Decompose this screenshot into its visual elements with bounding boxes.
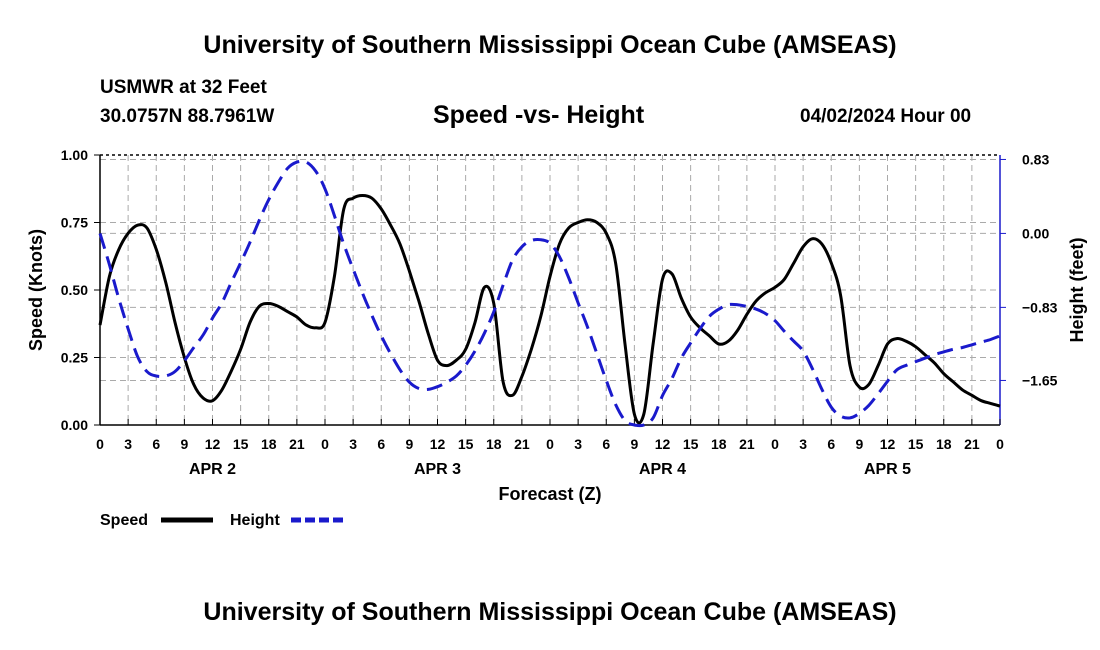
x-tick-label: 12 (430, 436, 446, 452)
page-title: University of Southern Mississippi Ocean… (203, 31, 897, 59)
x-tick-label: 12 (655, 436, 671, 452)
x-tick-label: 3 (574, 436, 582, 452)
x-tick-label: 0 (96, 436, 104, 452)
x-tick-label: 21 (964, 436, 980, 452)
right-y-tick-label: 0.83 (1022, 151, 1049, 167)
chart-title: Speed -vs- Height (433, 101, 645, 129)
x-tick-label: 9 (855, 436, 863, 452)
day-label: APR 5 (864, 461, 911, 478)
x-tick-label: 18 (486, 436, 502, 452)
x-tick-label: 9 (405, 436, 413, 452)
x-tick-label: 3 (124, 436, 132, 452)
x-tick-label: 18 (711, 436, 727, 452)
x-tick-label: 21 (289, 436, 305, 452)
x-tick-label: 0 (321, 436, 329, 452)
legend-label-height: Height (230, 512, 280, 529)
x-tick-label: 3 (349, 436, 357, 452)
x-tick-label: 3 (799, 436, 807, 452)
x-tick-label: 15 (233, 436, 249, 452)
x-tick-label: 15 (683, 436, 699, 452)
left-y-tick-label: 0.75 (61, 215, 88, 231)
station-label: USMWR at 32 Feet (100, 77, 267, 98)
x-tick-label: 6 (152, 436, 160, 452)
x-tick-label: 15 (458, 436, 474, 452)
x-tick-label: 12 (205, 436, 221, 452)
x-tick-label: 18 (261, 436, 277, 452)
x-tick-label: 21 (739, 436, 755, 452)
x-axis-label: Forecast (Z) (498, 484, 601, 504)
left-y-tick-label: 1.00 (61, 147, 88, 163)
left-y-axis-label: Speed (Knots) (26, 229, 46, 351)
series-line-speed (98, 194, 1001, 425)
right-y-tick-label: 0.00 (1022, 225, 1049, 241)
x-tick-label: 21 (514, 436, 530, 452)
x-tick-label: 12 (880, 436, 896, 452)
x-tick-label: 0 (546, 436, 554, 452)
right-y-tick-label: −0.83 (1022, 299, 1058, 315)
x-tick-label: 9 (180, 436, 188, 452)
x-tick-label: 18 (936, 436, 952, 452)
left-y-tick-label: 0.00 (61, 417, 88, 433)
day-label: APR 3 (414, 461, 461, 478)
series-line-height (98, 159, 1001, 428)
station-coordinates: 30.0757N 88.7961W (100, 106, 275, 127)
x-tick-label: 6 (602, 436, 610, 452)
right-y-axis-label: Height (feet) (1067, 238, 1087, 343)
x-tick-label: 6 (827, 436, 835, 452)
x-tick-label: 6 (377, 436, 385, 452)
day-label: APR 2 (189, 461, 236, 478)
x-tick-label: 15 (908, 436, 924, 452)
x-tick-label: 0 (996, 436, 1004, 452)
right-y-tick-label: −1.65 (1022, 372, 1058, 388)
left-y-tick-label: 0.50 (61, 282, 88, 298)
day-label: APR 4 (639, 461, 686, 478)
legend-label-speed: Speed (100, 512, 148, 529)
x-tick-label: 9 (630, 436, 638, 452)
footer-title: University of Southern Mississippi Ocean… (203, 598, 897, 626)
forecast-datetime: 04/02/2024 Hour 00 (800, 106, 972, 127)
x-tick-label: 0 (771, 436, 779, 452)
left-y-tick-label: 0.25 (61, 350, 88, 366)
